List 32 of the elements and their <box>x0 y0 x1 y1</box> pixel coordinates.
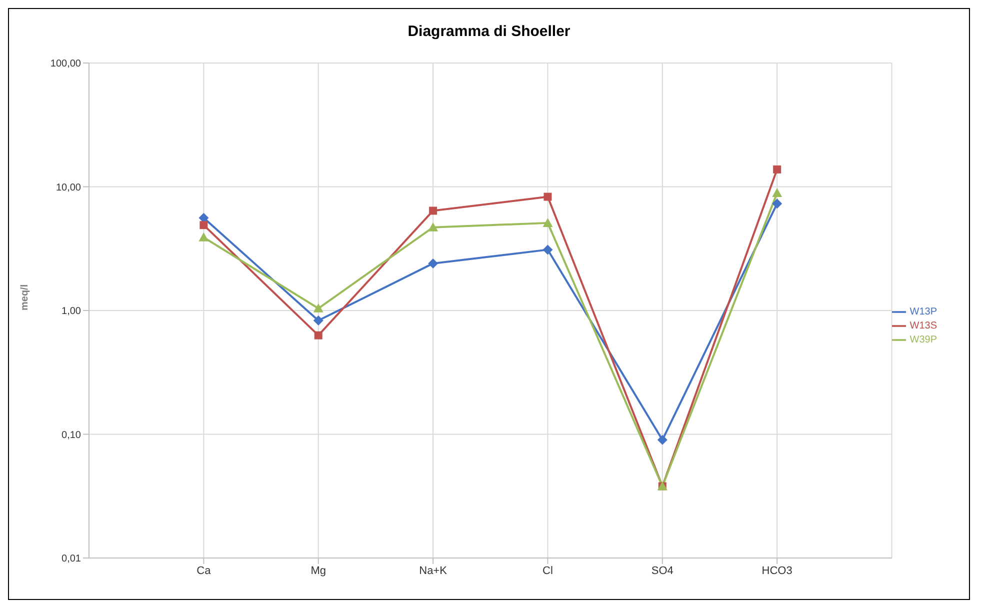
point <box>772 198 782 209</box>
x-tick-label: Mg <box>310 564 326 577</box>
x-tick-label: Ca <box>196 564 212 577</box>
y-tick-label: 10,00 <box>56 182 82 194</box>
chart-title: Diagramma di Shoeller <box>406 22 572 42</box>
y-tick-label: 100,00 <box>50 58 82 70</box>
point <box>200 221 208 230</box>
point <box>773 165 782 174</box>
point <box>772 188 782 198</box>
point <box>198 212 209 223</box>
x-tick-label: HCO3 <box>762 564 792 577</box>
y-tick-label: 1,00 <box>62 306 82 318</box>
point <box>544 192 552 201</box>
legend-label: W39P <box>910 334 937 346</box>
y-tick-label: 0,10 <box>62 430 82 441</box>
y-tick-label: 0,01 <box>62 554 82 565</box>
point <box>428 222 438 232</box>
x-tick-label: SO4 <box>651 564 674 577</box>
legend-label: W13S <box>910 320 937 332</box>
y-axis-title: meq/l <box>20 284 31 310</box>
point <box>428 258 438 268</box>
point <box>314 331 322 340</box>
point <box>429 206 438 215</box>
point <box>313 316 324 326</box>
point <box>542 218 553 227</box>
x-tick-label: Cl <box>542 564 553 577</box>
point <box>657 434 668 445</box>
point <box>313 303 324 312</box>
point <box>198 232 209 242</box>
legend-label: W13P <box>910 306 937 318</box>
point <box>542 244 553 255</box>
x-tick-label: Na+K <box>419 564 448 577</box>
